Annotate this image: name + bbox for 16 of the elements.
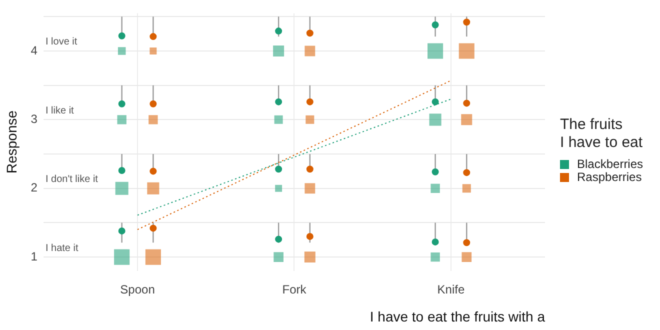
y-tick-label: 3 (30, 112, 38, 126)
y-tick-label: 1 (30, 249, 38, 264)
x-tick-label: Knife (437, 282, 465, 296)
y-axis-title: Response (3, 110, 20, 174)
y-tick-label: 2 (30, 180, 38, 195)
legend-label: Raspberries (577, 170, 642, 184)
annotation: I hate it (45, 242, 78, 254)
annotation: I like it (45, 105, 74, 116)
x-tick-label: Spoon (120, 282, 155, 296)
x-axis-title: I have to eat the fruits with a (370, 308, 546, 324)
legend-title: The fruits I have to eat (560, 116, 644, 152)
y-tick-label: 4 (30, 43, 38, 58)
legend-label: Blackberries (577, 157, 644, 171)
annotation: I don't like it (45, 174, 98, 186)
x-tick-label: Fork (282, 282, 308, 296)
annotation: I love it (45, 36, 78, 48)
